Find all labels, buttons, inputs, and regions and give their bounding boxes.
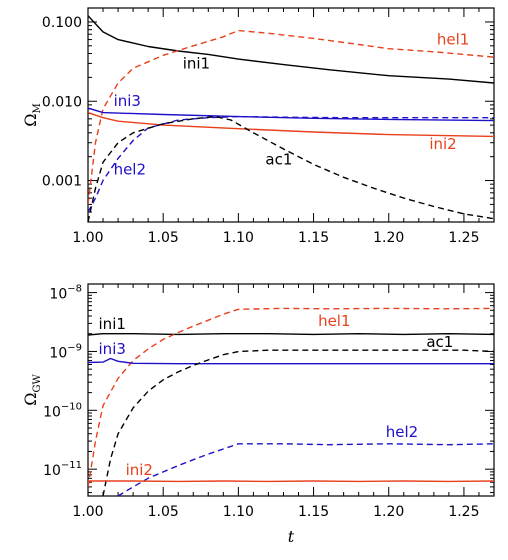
- x-tick-label: 1.10: [223, 230, 254, 246]
- series-line-ac1: [88, 115, 494, 222]
- y-tick-label: 0.001: [42, 174, 82, 190]
- x-tick-label: 1.15: [298, 504, 329, 520]
- y-tick-base: 10: [43, 463, 61, 479]
- y-tick-label: 10−10: [43, 401, 82, 420]
- plot-frame: [87, 283, 495, 497]
- y-axis-title-main: Ω: [21, 393, 40, 406]
- series-line-hel1: [88, 307, 494, 488]
- y-axis-title-main: Ω: [21, 113, 40, 126]
- y-axis-title-sub: M: [32, 103, 43, 113]
- series-line-ini1: [88, 15, 494, 84]
- x-tick-label: 1.05: [148, 230, 179, 246]
- series-group: [88, 15, 494, 222]
- series-label-ac1: ac1: [426, 333, 453, 351]
- y-tick-base: 10: [49, 345, 67, 361]
- y-tick-base: 10: [43, 404, 61, 420]
- x-tick-label: 1.00: [72, 230, 103, 246]
- series-label-hel1: hel1: [318, 312, 350, 330]
- y-tick-label: 10−11: [43, 460, 82, 479]
- series-line-ini3: [88, 357, 494, 365]
- x-tick-label: 1.20: [373, 230, 404, 246]
- x-tick-label: 1.25: [448, 230, 479, 246]
- y-tick-label: 0.010: [42, 94, 82, 110]
- y-axis-title: ΩM: [21, 103, 43, 127]
- y-tick-base: 10: [49, 287, 67, 303]
- series-label-ini2: ini2: [429, 135, 456, 153]
- x-tick-label: 1.10: [223, 504, 254, 520]
- series-line-ini1: [88, 333, 494, 336]
- top-panel-omega-m: 1.00 1.05 1.10 1.15 1.20 1.25 0.001 0.010 0.100 Ω…: [21, 7, 495, 246]
- series-line-hel2: [117, 443, 494, 496]
- bottom-panel-omega-gw: 1.00 1.05 1.10 1.15 1.20 1.2510−810−910−1010−…: [21, 283, 495, 546]
- series-group: [88, 307, 494, 496]
- x-tick-label: 1.15: [298, 230, 329, 246]
- series-line-ini2: [88, 111, 494, 138]
- series-label-ini1: ini1: [183, 54, 210, 72]
- y-tick-exponent: −9: [67, 342, 82, 353]
- series-label-ini3: ini3: [114, 92, 141, 110]
- y-tick-label: 10−9: [49, 342, 82, 361]
- series-label-ini3: ini3: [99, 340, 126, 358]
- series-label-hel1: hel1: [437, 30, 469, 48]
- y-axis-title-sub: GW: [32, 374, 43, 393]
- y-tick-label: 0.100: [42, 15, 82, 31]
- x-tick-label: 1.00: [72, 504, 103, 520]
- series-label-hel2: hel2: [114, 160, 146, 178]
- x-axis-title: t: [288, 527, 295, 546]
- series-line-ini3: [88, 107, 494, 122]
- x-tick-label: 1.25: [448, 504, 479, 520]
- y-tick-label: 10−8: [49, 284, 82, 303]
- series-label-ini2: ini2: [126, 461, 153, 479]
- series-label-ac1: ac1: [265, 150, 292, 168]
- y-tick-exponent: −11: [61, 460, 82, 471]
- series-label-hel2: hel2: [386, 423, 418, 441]
- y-tick-exponent: −8: [67, 284, 82, 295]
- series-label-ini1: ini1: [99, 315, 126, 333]
- x-tick-label: 1.20: [373, 504, 404, 520]
- plot-frame: [87, 7, 495, 223]
- series-line-ac1: [102, 349, 494, 496]
- x-tick-label: 1.05: [148, 504, 179, 520]
- y-axis-title: ΩGW: [21, 374, 43, 406]
- series-line-hel1: [88, 29, 494, 205]
- series-line-hel2: [88, 115, 494, 213]
- y-tick-exponent: −10: [61, 401, 82, 412]
